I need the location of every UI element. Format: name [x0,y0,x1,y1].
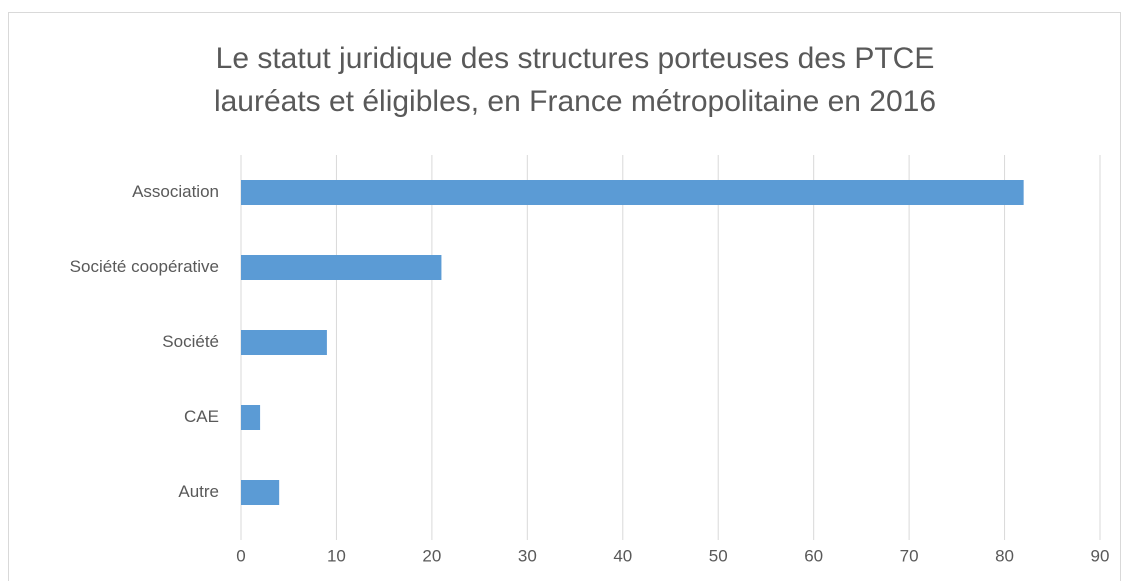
bar [241,330,327,355]
y-tick-label: CAE [184,407,219,426]
x-tick-label: 80 [995,546,1014,565]
x-tick-label: 90 [1091,546,1110,565]
y-tick-label: Société coopérative [70,257,219,276]
x-tick-label: 20 [422,546,441,565]
bar [241,480,280,505]
x-tick-label: 50 [709,546,728,565]
chart-title: lauréats et éligibles, en France métropo… [214,85,936,118]
bar [241,180,1024,205]
x-tick-label: 70 [900,546,919,565]
y-tick-label: Autre [178,482,219,501]
y-tick-label: Société [162,332,219,351]
x-tick-label: 10 [327,546,346,565]
x-tick-label: 30 [518,546,537,565]
y-tick-label: Association [132,182,219,201]
chart-title: Le statut juridique des structures porte… [216,42,935,75]
x-tick-label: 0 [236,546,245,565]
x-tick-label: 60 [804,546,823,565]
chart-border [8,12,1121,581]
bar [241,255,442,280]
x-tick-label: 40 [613,546,632,565]
bar [241,405,261,430]
